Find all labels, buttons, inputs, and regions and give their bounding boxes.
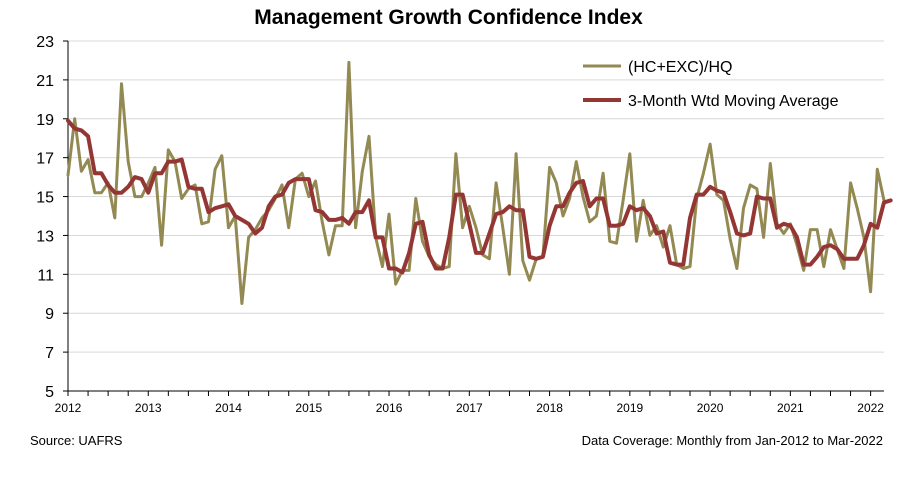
x-tick-label: 2020	[697, 401, 724, 415]
x-tick-label: 2021	[777, 401, 804, 415]
x-tick-label: 2018	[536, 401, 563, 415]
y-tick-label: 21	[36, 73, 54, 90]
y-tick-label: 11	[37, 267, 54, 284]
legend-label: 3-Month Wtd Moving Average	[628, 93, 839, 110]
x-tick-label: 2022	[857, 401, 884, 415]
legend: (HC+EXC)/HQ 3-Month Wtd Moving Average	[583, 59, 839, 110]
x-tick-label: 2013	[135, 401, 162, 415]
source-note: Source: UAFRS	[30, 433, 123, 448]
y-tick-label: 15	[36, 190, 54, 207]
chart-title: Management Growth Confidence Index	[254, 6, 643, 29]
x-tick-label: 2012	[55, 401, 82, 415]
hc-exc-hq-series-line	[66, 60, 886, 305]
y-tick-label: 13	[36, 228, 54, 245]
y-tick-label: 17	[36, 151, 54, 168]
y-tick-label: 19	[36, 112, 54, 129]
x-tick-label: 2015	[295, 401, 322, 415]
line-chart: 5 7 9 11 13 15 17 19 21 23 2012 2013 2014 2015 2016 201…	[36, 34, 893, 415]
moving-average-series-line	[66, 118, 893, 275]
data-coverage-note: Data Coverage: Monthly from Jan-2012 to …	[581, 433, 883, 448]
axes: 5 7 9 11 13 15 17 19 21 23 2012 2013 2014 2015 2016 201…	[36, 34, 884, 415]
x-tick-label: 2016	[376, 401, 403, 415]
series-lines	[66, 60, 893, 305]
x-tick-label: 2019	[616, 401, 643, 415]
x-tick-label: 2014	[215, 401, 242, 415]
legend-label: (HC+EXC)/HQ	[628, 59, 732, 76]
y-tick-label: 7	[45, 345, 54, 362]
y-tick-label: 9	[45, 306, 54, 323]
x-tick-label: 2017	[456, 401, 483, 415]
y-tick-label: 5	[45, 384, 54, 401]
y-tick-label: 23	[36, 34, 54, 51]
